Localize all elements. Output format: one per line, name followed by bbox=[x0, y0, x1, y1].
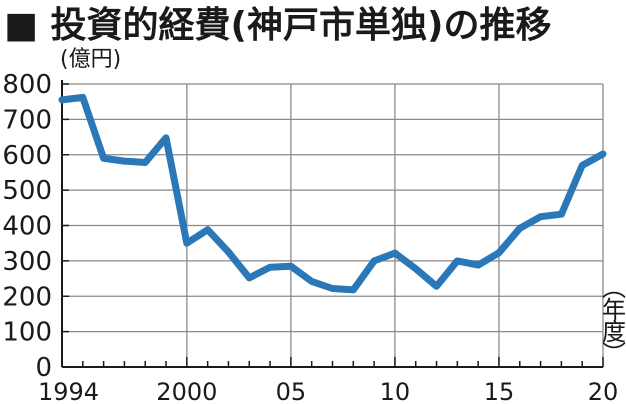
x-tick-labels: 1994 2000 05 10 15 20 bbox=[38, 378, 618, 404]
axes bbox=[61, 80, 604, 368]
x-tick-label: 1994 bbox=[38, 378, 99, 404]
chart-title: ■ 投資的経費(神戸市単独)の推移 bbox=[4, 5, 551, 46]
x-tick-label: 2000 bbox=[156, 378, 217, 404]
y-tick-label: 400 bbox=[2, 212, 52, 242]
x-tick-label: 05 bbox=[276, 378, 307, 404]
y-tick-labels: 0 100 200 300 400 500 600 700 800 bbox=[2, 70, 52, 383]
series-group bbox=[58, 93, 607, 294]
y-unit-label: (億円) bbox=[60, 47, 121, 72]
y-tick-label: 0 bbox=[35, 353, 52, 383]
x-tick-label: 15 bbox=[484, 378, 515, 404]
x-unit-label-text: ︵年度︶ bbox=[602, 274, 626, 368]
y-tick-label: 200 bbox=[2, 282, 52, 312]
y-tick-label: 500 bbox=[2, 176, 52, 206]
x-tick-label: 10 bbox=[380, 378, 411, 404]
y-tick-label: 300 bbox=[2, 247, 52, 277]
y-tick-label: 100 bbox=[2, 318, 52, 348]
y-tick-label: 600 bbox=[2, 141, 52, 171]
y-tick-label: 700 bbox=[2, 105, 52, 135]
x-tick-label: 20 bbox=[588, 378, 619, 404]
y-tick-label: 800 bbox=[2, 70, 52, 100]
x-unit-label: ︵年度︶ bbox=[602, 274, 626, 368]
